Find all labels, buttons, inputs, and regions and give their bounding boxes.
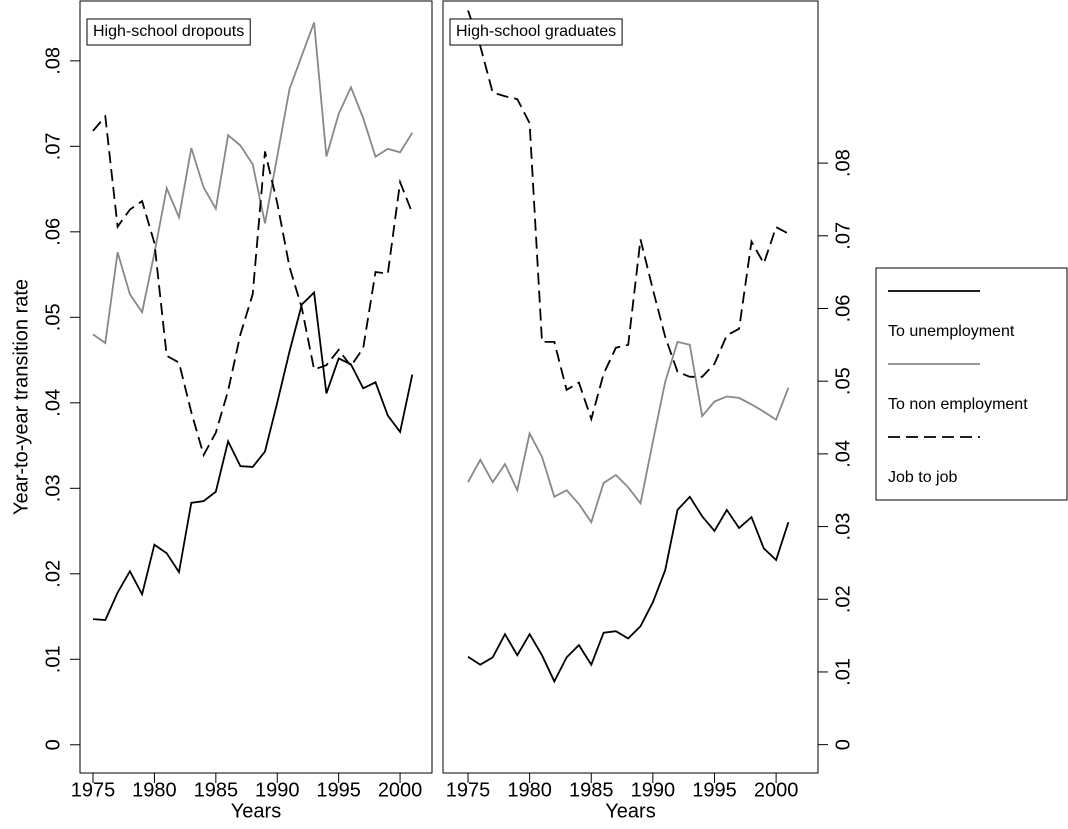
- y-tick-label: 0: [832, 739, 854, 750]
- panel-title-box: [449, 18, 623, 46]
- x-tick-label: 1995: [692, 779, 737, 801]
- x-axis-label: Years: [231, 800, 281, 822]
- x-tick-label: 1995: [316, 779, 361, 801]
- y-axis-label: Year-to-year transition rate: [10, 279, 32, 515]
- x-tick-label: 1985: [569, 779, 614, 801]
- plot-frame: [442, 0, 819, 774]
- series-line: [92, 22, 414, 345]
- y-tick-label: .01: [832, 658, 854, 686]
- legend-label: To unemployment: [888, 323, 1015, 340]
- y-tick-label: .08: [832, 149, 854, 177]
- series-line: [467, 340, 790, 525]
- x-tick-label: 1990: [631, 779, 676, 801]
- panel-title-box: [86, 18, 251, 46]
- y-tick-label: .07: [42, 132, 64, 160]
- y-tick-label: .03: [42, 474, 64, 502]
- x-axis-label: Years: [605, 800, 655, 822]
- y-tick-label: .05: [42, 303, 64, 331]
- series-line: [92, 290, 414, 621]
- y-tick-label: .03: [832, 513, 854, 541]
- y-tick-label: .02: [832, 585, 854, 613]
- panel-title: High-school dropouts: [93, 23, 244, 40]
- y-tick-label: .04: [42, 389, 64, 417]
- x-tick-label: 1975: [71, 779, 116, 801]
- legend-box: [875, 267, 1068, 501]
- x-tick-label: 1985: [194, 779, 239, 801]
- y-tick-label: .02: [42, 560, 64, 588]
- x-tick-label: 1975: [446, 779, 491, 801]
- y-tick-label: .07: [832, 222, 854, 250]
- panel-title: High-school graduates: [456, 23, 616, 40]
- legend-label: To non employment: [888, 396, 1028, 413]
- y-tick-label: .04: [832, 440, 854, 468]
- x-tick-label: 1990: [255, 779, 300, 801]
- y-tick-label: 0: [42, 739, 64, 750]
- y-tick-label: .06: [832, 295, 854, 323]
- x-tick-label: 2000: [754, 779, 799, 801]
- y-tick-label: .06: [42, 218, 64, 246]
- y-tick-label: .08: [42, 47, 64, 75]
- x-tick-label: 1980: [507, 779, 552, 801]
- plot-frame: [79, 0, 433, 774]
- series-line: [92, 114, 414, 458]
- y-tick-label: .05: [832, 367, 854, 395]
- y-tick-label: .01: [42, 645, 64, 673]
- series-line: [467, 495, 790, 684]
- series-line: [467, 10, 789, 423]
- legend-label: Job to job: [888, 469, 957, 486]
- x-tick-label: 2000: [378, 779, 423, 801]
- x-tick-label: 1980: [132, 779, 177, 801]
